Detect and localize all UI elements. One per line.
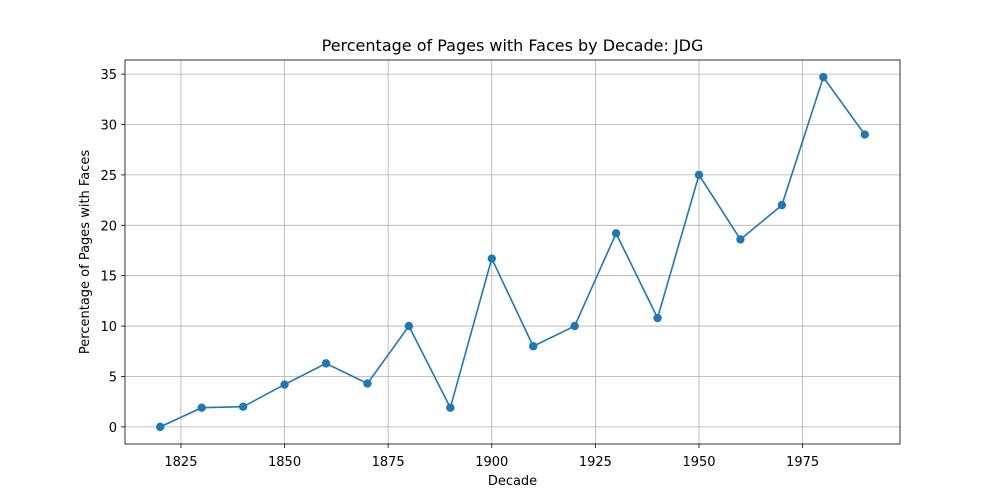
x-tick-label: 1925 [579,455,612,470]
data-point [238,402,248,411]
x-tick-label: 1900 [475,455,508,470]
x-axis-label: Decade [488,474,537,489]
y-tick-label: 30 [100,119,117,134]
data-point [570,321,579,331]
y-tick-label: 35 [100,68,117,83]
data-point [529,342,538,351]
data-point [860,130,869,139]
x-tick-label: 1975 [786,455,819,470]
data-point [363,379,372,388]
data-point [197,403,206,412]
data-point [611,229,621,238]
series-layer [156,72,869,432]
data-point [446,403,455,412]
y-tick-label: 10 [100,320,117,335]
y-tick-label: 0 [109,421,117,436]
y-tick-label: 20 [100,219,117,234]
x-tick-label: 1875 [372,455,405,470]
chart-title: Percentage of Pages with Faces by Decade… [322,36,704,55]
data-point [694,170,704,180]
y-tick-label: 25 [100,169,117,184]
axis-ticks: 1825 1850 1875 1900 1925 1950 1975 0 5 10 15 20 25 30… [100,68,819,470]
y-axis-label: Percentage of Pages with Faces [78,150,93,354]
grid [125,60,900,444]
data-point [777,200,787,210]
data-point [653,313,662,323]
x-tick-label: 1850 [268,455,301,470]
data-point [321,359,331,368]
data-point [487,254,496,263]
data-point [280,380,289,389]
plot-area-frame [124,59,901,445]
series-line [159,75,866,428]
x-tick-label: 1950 [682,455,715,470]
data-point [736,235,745,244]
data-point [404,321,414,331]
data-point [819,72,828,82]
x-tick-label: 1825 [164,455,197,470]
y-tick-label: 5 [109,370,117,385]
data-point [156,422,165,432]
y-tick-label: 15 [100,270,117,285]
